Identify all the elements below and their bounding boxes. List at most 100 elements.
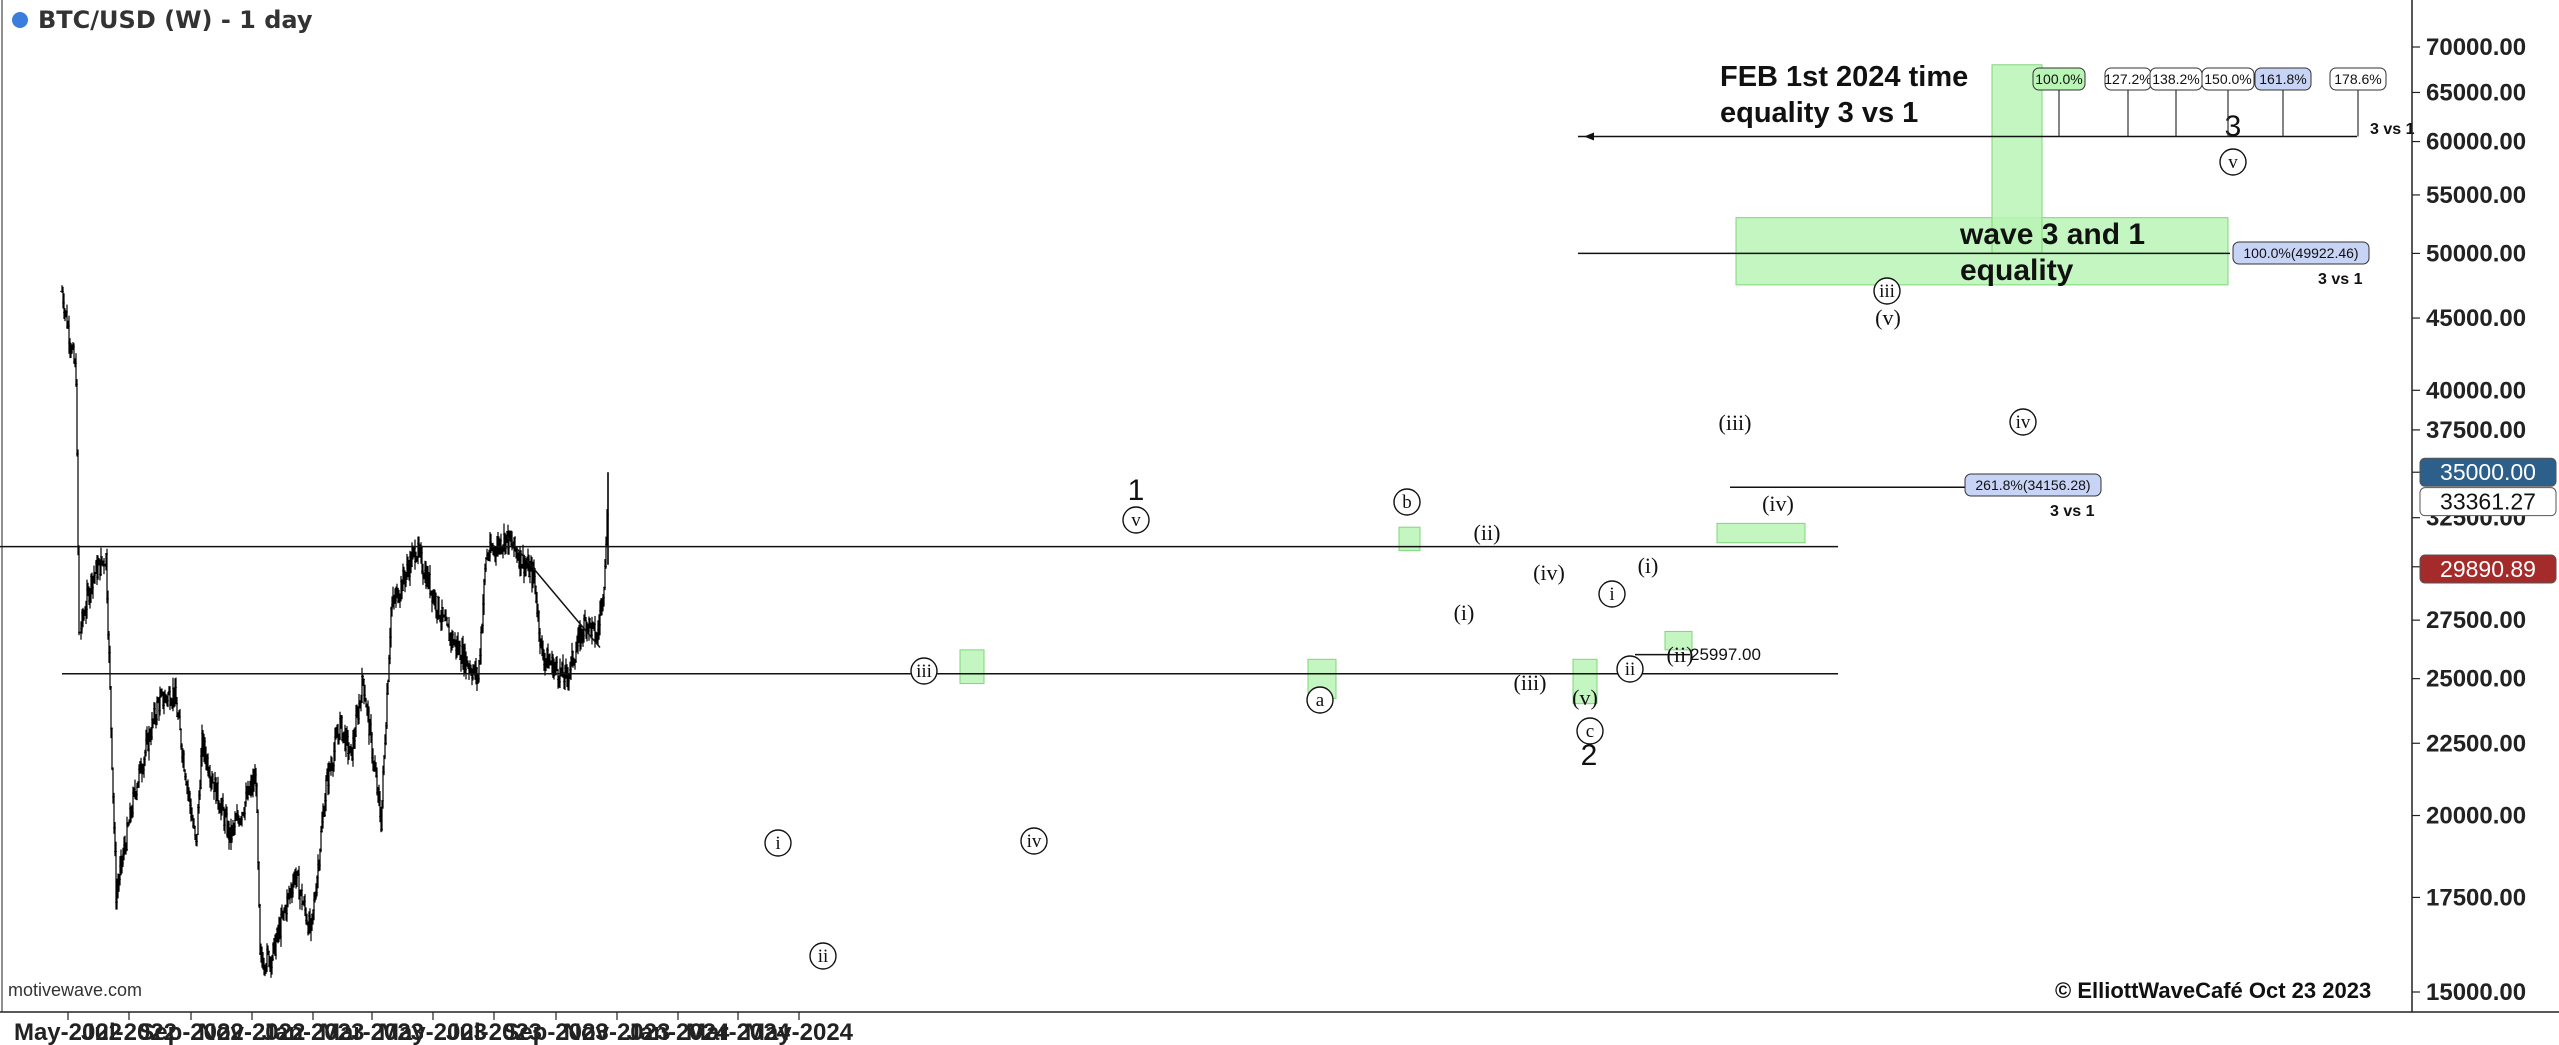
y-tick-label: 50000.00	[2426, 240, 2526, 267]
fib-100-badge-text: 100.0%(49922.46)	[2243, 245, 2358, 261]
wave-label: iii	[1879, 281, 1895, 302]
wave-label: b	[1402, 492, 1412, 513]
wave-label: a	[1316, 690, 1325, 711]
x-tick-label: Mar-2023	[320, 1019, 424, 1045]
y-tick-label: 22500.00	[2426, 730, 2526, 757]
highlight-zones	[959, 64, 2229, 705]
wave-label: (i)	[1454, 600, 1475, 625]
wave-label: (v)	[1572, 685, 1598, 710]
y-tick-label: 17500.00	[2426, 884, 2526, 911]
time-fib-label: 150.0%	[2204, 71, 2251, 87]
price-badge-text: 35000.00	[2440, 459, 2536, 485]
wave-label-major: 2	[1581, 739, 1598, 772]
wave-label-major: 3	[2225, 110, 2242, 143]
x-tick-label: May-2024	[745, 1019, 854, 1045]
wave-label: i	[775, 833, 780, 854]
fib-100-badge	[2232, 241, 2370, 265]
wave-label: (i)	[1638, 553, 1659, 578]
x-tick-label: May-2023	[379, 1019, 487, 1045]
trend-lines	[0, 132, 2357, 675]
x-tick-label: Sep-2023	[503, 1019, 608, 1045]
price-badge	[2419, 554, 2557, 584]
wave-label-circle	[764, 829, 792, 857]
fib-261-badge-text: 261.8%(34156.28)	[1975, 477, 2090, 493]
y-tick-label: 65000.00	[2426, 79, 2526, 106]
wave-label: i	[1609, 584, 1614, 605]
wave-label: iii	[916, 661, 932, 682]
source-watermark: motivewave.com	[8, 980, 143, 1000]
chart-title-text: BTC/USD (W) - 1 day	[38, 6, 313, 34]
wave-label: (ii)	[1474, 520, 1501, 545]
wave-label: ii	[1625, 659, 1636, 680]
time-fib-label: 100.0%	[2035, 71, 2082, 87]
wave-label: (iii)	[1719, 410, 1752, 435]
series-dot-icon	[12, 12, 28, 28]
wave-label: (ii)	[1667, 642, 1694, 667]
wave-label: (iv)	[1762, 491, 1794, 516]
wave3-annotation-line2: equality	[1960, 254, 2074, 287]
x-tick-label: Jan-2023	[262, 1019, 365, 1045]
wave-label-circle	[2219, 148, 2247, 176]
time-fib-label: 178.6%	[2334, 71, 2381, 87]
x-tick-label: Jul-2023	[446, 1019, 542, 1045]
wave-iv-zone	[1716, 522, 1806, 544]
wave-label-major: 1	[1128, 474, 1145, 507]
x-tick-label: Mar-2024	[686, 1019, 791, 1045]
y-tick-label: 40000.00	[2426, 377, 2526, 404]
x-tick-label: Jan-2024	[627, 1019, 730, 1045]
copyright-text: © ElliottWaveCafé Oct 23 2023	[2055, 978, 2372, 1003]
annotations: FEB 1st 2024 time equality 3 vs 1 wave 3 a…	[1690, 61, 2415, 664]
wave-label-circle	[809, 942, 837, 970]
x-tick-label: Nov-2022	[199, 1019, 306, 1045]
y-tick-label: 55000.00	[2426, 182, 2526, 209]
wave-label: iv	[1027, 831, 1042, 852]
y-tick-label: 70000.00	[2426, 34, 2526, 61]
zone-v	[1572, 658, 1598, 705]
wave-label: (v)	[1875, 305, 1901, 330]
x-tick-label: May-2022	[14, 1019, 122, 1045]
arrow-head-icon	[1584, 132, 1594, 141]
wave-label-circle	[1122, 506, 1150, 534]
feb-time-annotation-line2: equality 3 vs 1	[1720, 97, 1918, 129]
y-tick-label: 20000.00	[2426, 803, 2526, 830]
wave-label-circle	[1873, 277, 1901, 305]
y-tick-label: 60000.00	[2426, 129, 2526, 156]
x-tick-label: Nov-2023	[564, 1019, 671, 1045]
x-tick-label: Sep-2022	[138, 1019, 243, 1045]
wave3-annotation-line1: wave 3 and 1	[1959, 218, 2145, 251]
feb-time-zone	[1991, 64, 2043, 254]
price-badge-text: 33361.27	[2440, 489, 2536, 515]
wave-label: c	[1586, 721, 1594, 742]
chart-title: BTC/USD (W) - 1 day	[12, 6, 313, 34]
y-tick-label: 25000.00	[2426, 666, 2526, 693]
level-label: 25997.00	[1690, 645, 1761, 664]
wave-label-circle	[910, 657, 938, 685]
wave-label-circle	[1616, 655, 1644, 683]
wave-labels: 1viiiiiiivabc2(ii)(iv)(i)(iii)(v)iii(i)(…	[764, 110, 2247, 970]
vs-label: 3 vs 1	[2050, 503, 2095, 520]
time-fib-label: 138.2%	[2152, 71, 2199, 87]
x-tick-label: Jul-2022	[81, 1019, 177, 1045]
wave-label: v	[2228, 152, 2238, 173]
y-tick-label: 45000.00	[2426, 305, 2526, 332]
y-tick-label: 15000.00	[2426, 979, 2526, 1006]
wave-label: iv	[2016, 412, 2031, 433]
wave-label-circle	[1306, 686, 1334, 714]
feb-time-annotation-line1: FEB 1st 2024 time	[1720, 61, 1968, 93]
wave-label: ii	[818, 946, 829, 967]
price-badge	[2419, 487, 2557, 517]
wave-label-circle	[1393, 488, 1421, 516]
fib-261-badge	[1964, 473, 2102, 497]
vs-label: 3 vs 1	[2370, 121, 2415, 138]
time-fib-label: 161.8%	[2259, 71, 2306, 87]
price-badge	[2419, 457, 2557, 487]
wave3-equality-zone	[1735, 217, 2229, 286]
wave-label-circle	[2009, 408, 2037, 436]
zone-b	[1398, 526, 1421, 552]
price-bars	[60, 285, 609, 978]
y-tick-label: 37500.00	[2426, 417, 2526, 444]
y-tick-label: 27500.00	[2426, 607, 2526, 634]
time-fib-label: 127.2%	[2104, 71, 2151, 87]
